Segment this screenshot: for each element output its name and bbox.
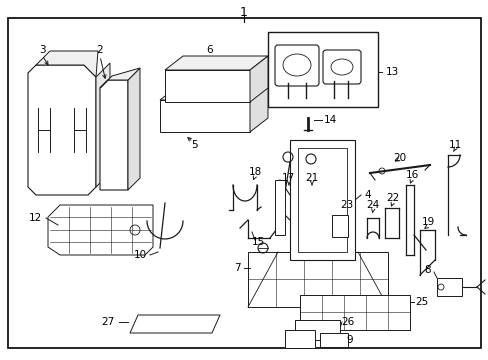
Text: 23: 23 bbox=[340, 200, 353, 210]
Text: 4: 4 bbox=[364, 190, 370, 200]
Polygon shape bbox=[130, 315, 220, 333]
Polygon shape bbox=[100, 80, 128, 190]
Bar bbox=[299, 295, 409, 330]
Polygon shape bbox=[48, 205, 153, 255]
Text: 17: 17 bbox=[281, 173, 294, 183]
Bar bbox=[294, 320, 339, 340]
Text: 14: 14 bbox=[323, 115, 336, 125]
Polygon shape bbox=[36, 51, 98, 77]
Ellipse shape bbox=[330, 59, 352, 75]
Bar bbox=[274, 180, 285, 235]
Bar bbox=[319, 333, 347, 347]
Text: 16: 16 bbox=[405, 170, 418, 180]
Text: 13: 13 bbox=[385, 67, 398, 77]
Text: 18: 18 bbox=[248, 167, 261, 177]
Polygon shape bbox=[249, 86, 267, 132]
Bar bbox=[331, 215, 347, 237]
Polygon shape bbox=[164, 70, 249, 102]
FancyBboxPatch shape bbox=[274, 45, 318, 86]
Text: 11: 11 bbox=[447, 140, 461, 150]
Text: 26: 26 bbox=[341, 317, 354, 327]
Text: 7: 7 bbox=[233, 263, 240, 273]
Text: 3: 3 bbox=[39, 45, 45, 55]
Bar bbox=[297, 148, 346, 252]
Text: 9: 9 bbox=[346, 335, 353, 345]
Polygon shape bbox=[160, 86, 267, 100]
Text: 6: 6 bbox=[206, 45, 213, 55]
Text: 8: 8 bbox=[424, 265, 430, 275]
Text: 5: 5 bbox=[191, 140, 198, 150]
Text: 10: 10 bbox=[133, 250, 146, 260]
Polygon shape bbox=[249, 56, 267, 102]
Text: 27: 27 bbox=[101, 317, 114, 327]
Bar bbox=[436, 278, 461, 296]
Text: 12: 12 bbox=[28, 213, 41, 223]
Bar bbox=[267, 32, 377, 107]
Text: 24: 24 bbox=[366, 200, 379, 210]
Text: 1: 1 bbox=[240, 5, 247, 18]
Text: 25: 25 bbox=[414, 297, 428, 307]
Text: 15: 15 bbox=[251, 237, 264, 247]
Bar bbox=[289, 140, 354, 260]
Polygon shape bbox=[164, 56, 267, 70]
Polygon shape bbox=[160, 100, 249, 132]
Text: 20: 20 bbox=[393, 153, 406, 163]
Text: 21: 21 bbox=[305, 173, 318, 183]
Bar bbox=[247, 252, 387, 307]
Polygon shape bbox=[128, 68, 140, 190]
Polygon shape bbox=[100, 68, 140, 88]
Polygon shape bbox=[96, 63, 110, 187]
Text: 19: 19 bbox=[421, 217, 434, 227]
FancyBboxPatch shape bbox=[323, 50, 360, 84]
Ellipse shape bbox=[283, 54, 310, 76]
Text: 2: 2 bbox=[97, 45, 103, 55]
Text: 22: 22 bbox=[386, 193, 399, 203]
Bar bbox=[285, 330, 314, 348]
Polygon shape bbox=[28, 65, 96, 195]
